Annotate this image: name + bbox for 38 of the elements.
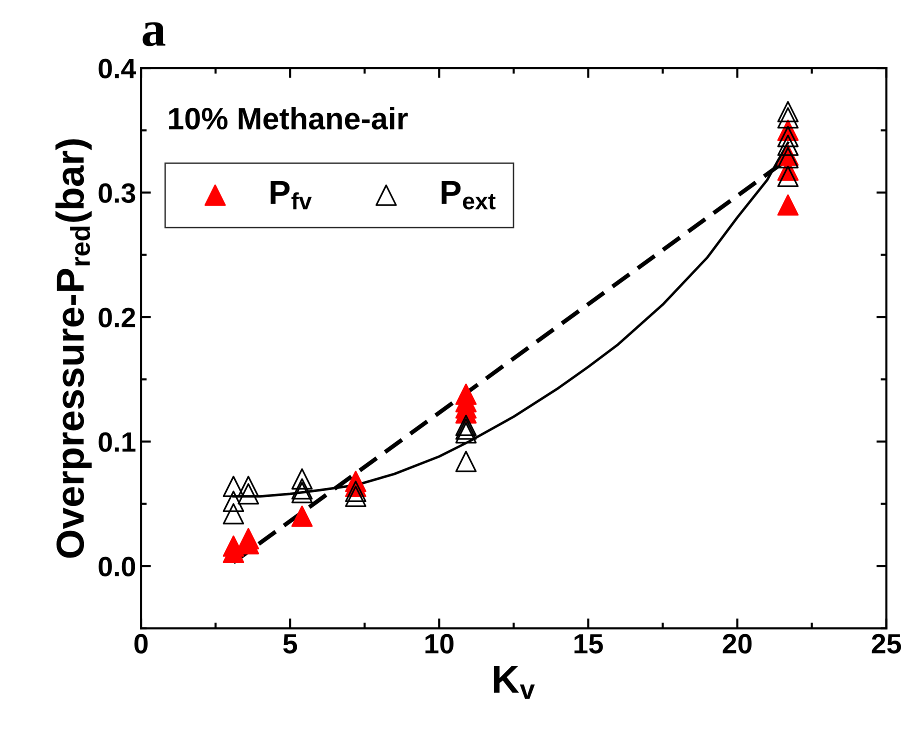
point xyxy=(291,506,313,527)
point xyxy=(291,478,313,500)
point xyxy=(455,450,477,472)
point xyxy=(238,476,260,498)
y-tick-label: 0.2 xyxy=(98,308,136,328)
legend-label: P$_{fv}$ xyxy=(270,180,312,210)
point xyxy=(777,134,799,156)
legend-label: P$_{ext}$ xyxy=(442,180,496,210)
point xyxy=(238,483,260,505)
x-tick-label: 5 xyxy=(283,634,298,654)
x-tick-label: 15 xyxy=(574,634,603,654)
x-tick-label: 10 xyxy=(425,634,454,654)
x-tick-label: 25 xyxy=(872,634,902,654)
point xyxy=(777,107,799,129)
point xyxy=(222,503,244,524)
y-tick-label: 0.0 xyxy=(98,556,136,576)
y-tick-label: 0.1 xyxy=(98,432,136,452)
point xyxy=(291,482,313,504)
y-tick-label: 0.4 xyxy=(98,58,136,78)
point xyxy=(291,468,313,490)
point xyxy=(455,422,477,444)
point xyxy=(777,194,799,216)
point xyxy=(345,480,366,502)
point xyxy=(777,166,799,188)
y-axis-title: Overpressure-P$_{red}$(bar) xyxy=(55,139,92,558)
point xyxy=(777,126,799,148)
point xyxy=(222,490,244,512)
point xyxy=(777,100,799,122)
point xyxy=(455,418,477,440)
x-axis-title: K$_{v}$ xyxy=(494,666,535,699)
y-tick-label: 0.3 xyxy=(98,183,136,203)
x-tick-label: 0 xyxy=(134,634,148,654)
annotation: 10% Methane-air xyxy=(169,107,408,130)
x-tick-label: 20 xyxy=(722,634,752,654)
text: a xyxy=(142,22,166,46)
point xyxy=(455,414,477,436)
point xyxy=(345,486,366,508)
point xyxy=(222,476,244,498)
